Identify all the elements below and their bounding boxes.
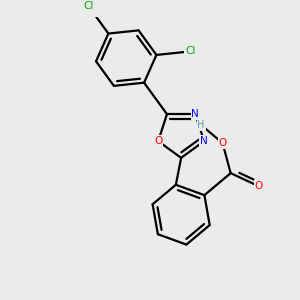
Text: N: N	[200, 136, 208, 146]
Text: Cl: Cl	[83, 1, 93, 11]
Text: O: O	[154, 136, 162, 146]
Text: O: O	[255, 181, 263, 191]
Text: O: O	[218, 138, 227, 148]
Text: Cl: Cl	[185, 46, 196, 56]
Text: H: H	[197, 120, 205, 130]
Text: N: N	[191, 109, 199, 119]
